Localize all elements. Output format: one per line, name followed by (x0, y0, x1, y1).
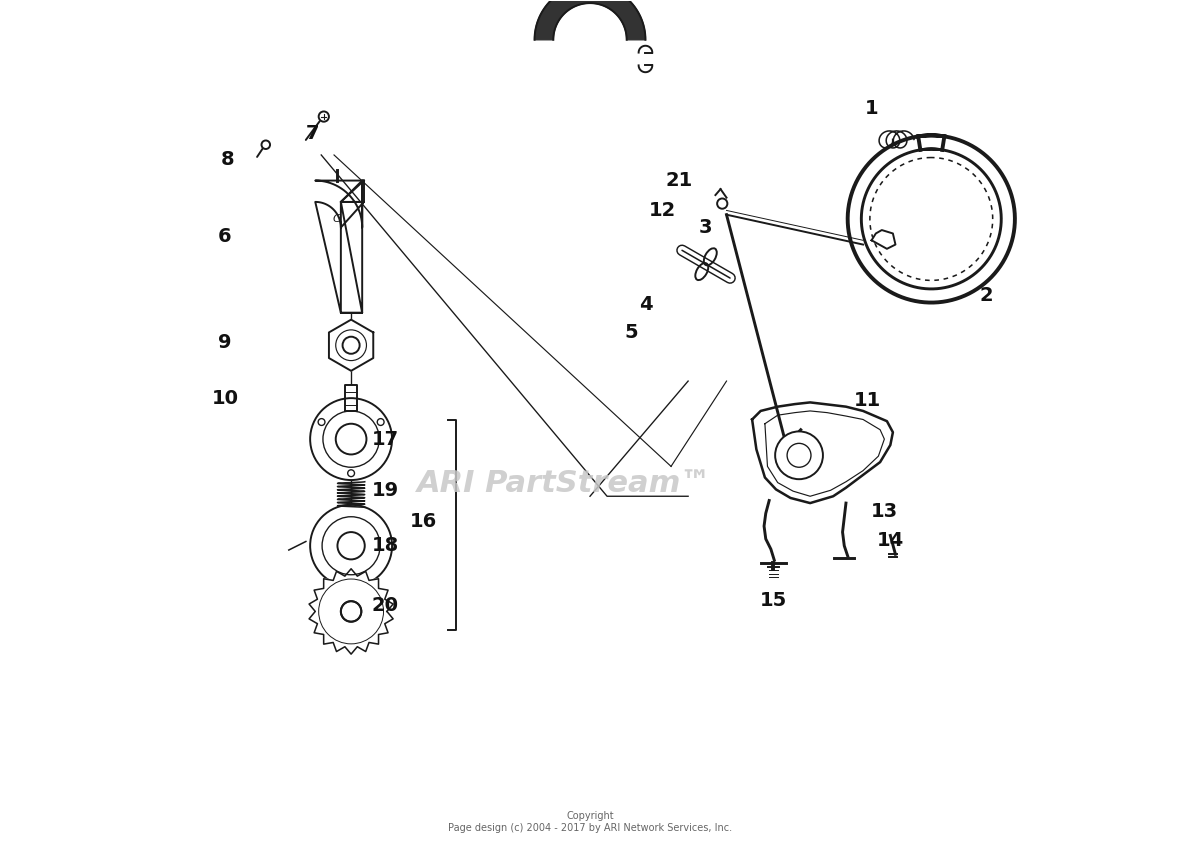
Polygon shape (535, 0, 645, 39)
Polygon shape (752, 402, 893, 503)
Polygon shape (872, 230, 896, 249)
Circle shape (341, 601, 361, 621)
Text: 5: 5 (624, 323, 637, 342)
Text: 7: 7 (306, 124, 320, 143)
Circle shape (319, 419, 324, 425)
Polygon shape (847, 135, 1015, 302)
Text: 3: 3 (699, 218, 712, 237)
Text: 17: 17 (372, 430, 399, 449)
Text: 21: 21 (666, 171, 693, 190)
Text: 12: 12 (649, 201, 676, 220)
Text: ARI PartStream™: ARI PartStream™ (417, 469, 712, 498)
Circle shape (378, 419, 384, 425)
Text: 11: 11 (853, 391, 881, 410)
Text: 1: 1 (865, 98, 878, 117)
Polygon shape (315, 181, 363, 312)
Text: 10: 10 (211, 389, 238, 407)
Text: C: C (333, 214, 341, 224)
Text: 19: 19 (372, 481, 399, 500)
Polygon shape (345, 385, 358, 411)
Polygon shape (309, 568, 393, 654)
Circle shape (348, 470, 354, 477)
Text: 15: 15 (760, 591, 787, 609)
Text: 4: 4 (638, 294, 653, 314)
Circle shape (775, 431, 822, 479)
Text: 16: 16 (409, 513, 438, 532)
Text: 9: 9 (218, 333, 231, 352)
Circle shape (310, 505, 392, 586)
Circle shape (319, 579, 384, 644)
Text: 18: 18 (372, 536, 399, 556)
Text: 6: 6 (218, 227, 231, 246)
Circle shape (310, 398, 392, 480)
Text: 13: 13 (871, 502, 898, 521)
Text: Copyright
Page design (c) 2004 - 2017 by ARI Network Services, Inc.: Copyright Page design (c) 2004 - 2017 by… (448, 811, 732, 833)
Text: 14: 14 (877, 531, 904, 550)
Text: 20: 20 (372, 596, 399, 615)
Text: 2: 2 (979, 286, 994, 306)
Polygon shape (329, 319, 373, 371)
Text: 8: 8 (221, 150, 234, 169)
